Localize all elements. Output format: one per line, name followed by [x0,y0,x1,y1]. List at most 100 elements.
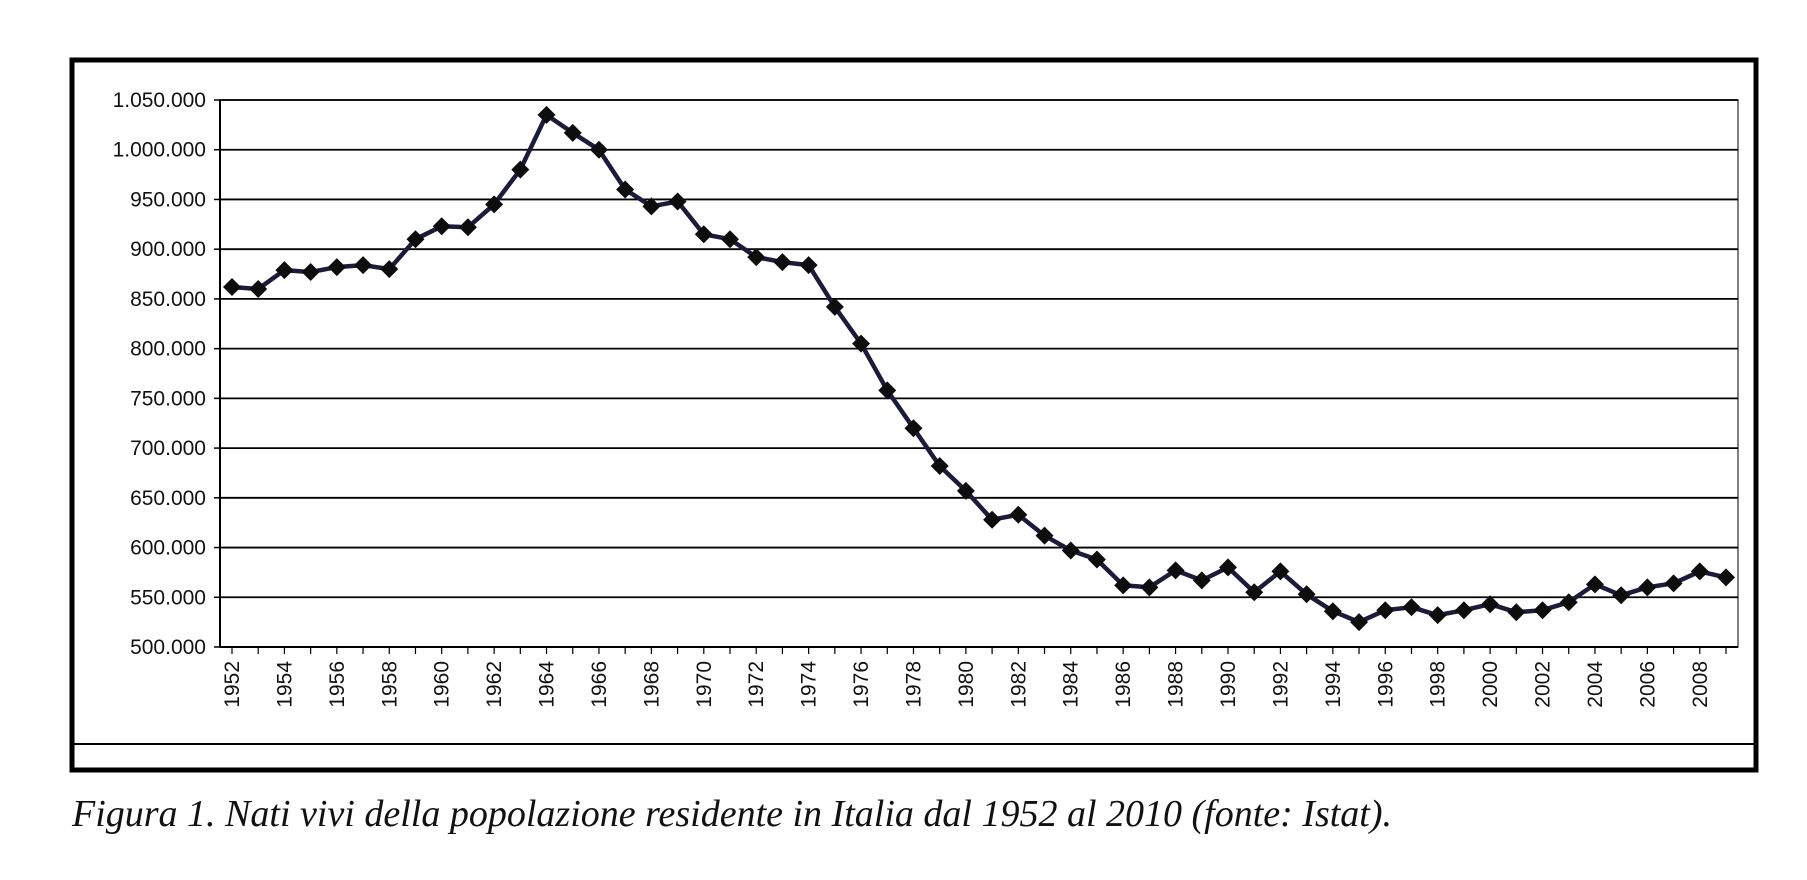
data-point-marker [904,419,923,438]
y-tick-label: 650.000 [130,487,206,510]
data-point-marker [1245,583,1264,602]
series-line [231,112,1727,625]
x-tick-label: 1954 [273,661,296,708]
data-point-marker [642,197,661,216]
x-tick-label: 1988 [1165,661,1188,708]
y-tick-label: 700.000 [130,437,206,460]
x-tick-label: 1986 [1112,661,1135,708]
x-tick-label: 1992 [1269,661,1292,708]
data-point-marker [1638,578,1657,597]
data-point-marker [1271,562,1290,581]
data-point-marker [1664,574,1683,593]
x-tick-label: 1982 [1007,661,1030,708]
data-point-marker [1035,526,1054,545]
data-point-marker [956,481,975,500]
data-point-marker [354,256,373,275]
x-tick-label: 1960 [431,661,454,708]
x-tick-label: 1964 [536,661,559,708]
x-tick-label: 1968 [640,661,663,708]
data-point-marker [825,297,844,316]
data-point-marker [668,192,687,211]
x-tick-label: 1956 [326,661,349,708]
data-point-marker [799,256,818,275]
y-tick-label: 950.000 [130,188,206,211]
data-point-marker [773,253,792,272]
data-point-marker [747,248,766,267]
data-point-marker [616,180,635,199]
x-tick-label: 2008 [1689,661,1712,708]
x-tick-label: 1980 [955,661,978,708]
data-point-marker [1009,505,1028,524]
y-tick-label: 850.000 [130,288,206,311]
data-point-marker [458,218,477,237]
figure-caption: Figura 1. Nati vivi della popolazione re… [72,793,1392,835]
gridlines [214,99,1738,654]
data-point-marker [249,279,268,298]
data-point-marker [301,263,320,282]
data-point-marker [1087,550,1106,569]
y-tick-label: 800.000 [130,338,206,361]
data-point-marker [852,334,871,353]
data-point-marker [406,230,425,249]
data-point-marker [1533,601,1552,620]
x-tick-label: 1972 [745,661,768,708]
x-tick-label: 1998 [1427,661,1450,708]
data-point-marker [327,258,346,277]
x-tick-label: 1958 [378,661,401,708]
data-point-marker [511,160,530,179]
x-tick-label: 1952 [221,661,244,708]
y-tick-label: 500.000 [130,636,206,659]
data-point-marker [1350,613,1369,632]
data-point-marker [1428,606,1447,625]
data-point-marker [1323,602,1342,621]
data-point-marker [380,260,399,279]
x-tick-label: 1984 [1060,661,1083,708]
data-point-marker [223,277,241,296]
data-point-marker [1402,598,1421,617]
data-point-marker [694,225,713,244]
data-point-marker [1114,576,1133,595]
data-point-marker [563,123,582,142]
data-point-marker [485,195,504,214]
data-point-marker [432,217,451,236]
series-births [223,105,1735,632]
data-point-marker [1481,595,1500,614]
data-point-marker [1297,585,1316,604]
x-tick-label: 1994 [1322,661,1345,708]
x-tick-label: 2004 [1584,661,1607,708]
data-point-marker [589,140,608,159]
y-tick-label: 600.000 [130,537,206,560]
x-tick-label: 1976 [850,661,873,708]
x-axis-tick-labels: 1952 1954 1956 1958 1960 1962 1964 1966 1968 1970… [221,661,1712,708]
y-tick-label: 1.050.000 [113,89,206,112]
data-point-marker [1585,575,1604,594]
data-point-marker [1219,558,1237,577]
x-tick-label: 1966 [588,661,611,708]
x-tick-label: 1996 [1374,661,1397,708]
data-point-marker [1376,601,1395,620]
data-point-marker [878,381,897,400]
data-point-marker [1559,593,1578,612]
data-point-marker [1140,578,1159,597]
data-point-marker [1454,601,1473,620]
data-point-marker [1166,561,1185,580]
y-tick-label: 900.000 [130,238,206,261]
data-point-marker [1061,541,1080,560]
x-tick-label: 1962 [483,661,506,708]
data-point-marker [1717,568,1735,587]
data-point-marker [1690,562,1709,581]
data-point-marker [275,261,294,280]
data-point-marker [721,230,739,249]
data-point-marker [930,456,949,475]
data-point-marker [1507,603,1526,622]
x-tick-label: 2000 [1479,661,1502,708]
y-tick-label: 550.000 [130,586,206,609]
x-tick-label: 1978 [902,661,925,708]
data-point-marker [983,510,1002,529]
x-tick-label: 1970 [693,661,716,708]
data-point-marker [1612,586,1631,605]
y-tick-label: 1.000.000 [113,139,206,162]
x-tick-label: 2006 [1636,661,1659,708]
x-tick-label: 2002 [1532,661,1555,708]
